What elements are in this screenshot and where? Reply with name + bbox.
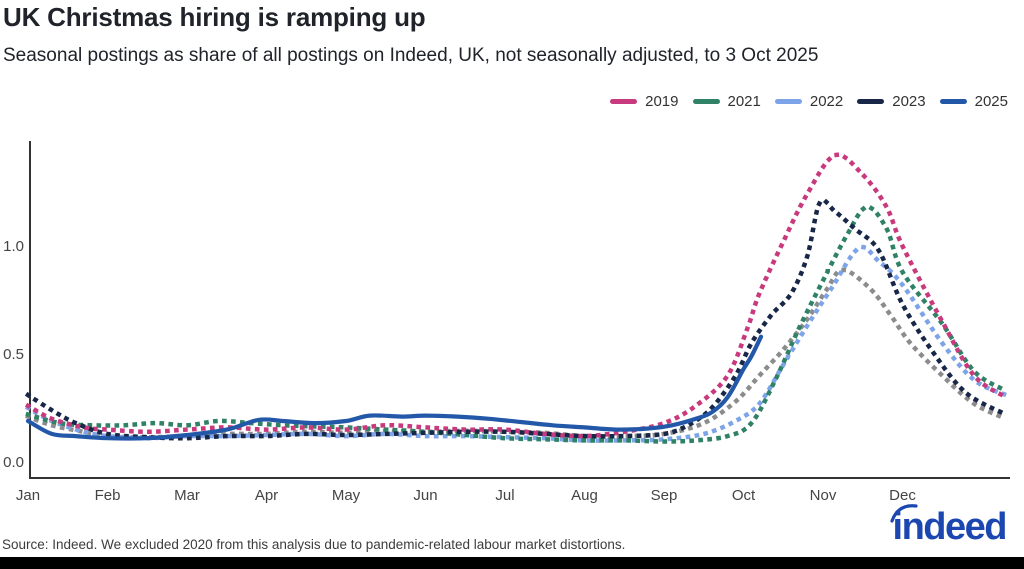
indeed-logo-text: indeed: [892, 506, 1008, 548]
series-line-2023: [24, 198, 1009, 441]
legend-swatch-2023: [857, 99, 885, 104]
y-tick-0.5: 0.5: [3, 346, 24, 363]
source-note: Source: Indeed. We excluded 2020 from th…: [2, 537, 626, 552]
x-tick-Apr: Apr: [255, 487, 278, 504]
indeed-logo-swoosh-icon: [889, 504, 918, 523]
legend-swatch-2021: [692, 99, 720, 104]
legend-swatch-2025: [939, 99, 967, 104]
y-tick-1.0: 1.0: [3, 238, 24, 255]
indeed-logo: indeed: [889, 504, 1008, 548]
legend-item-2025: 2025: [939, 93, 1008, 110]
x-tick-Aug: Aug: [571, 487, 598, 504]
x-tick-Sep: Sep: [651, 487, 678, 504]
x-tick-Mar: Mar: [174, 487, 200, 504]
legend-label: 2019: [645, 93, 679, 110]
y-axis-labels: 0.0 0.5 1.0: [3, 238, 24, 471]
x-tick-Oct: Oct: [732, 487, 756, 504]
bottom-black-bar: [0, 557, 1024, 569]
y-tick-0.0: 0.0: [3, 454, 24, 471]
legend-item-2021: 2021: [692, 93, 761, 110]
legend-item-2022: 2022: [774, 93, 844, 110]
series-lines: [24, 152, 1010, 444]
chart-legend: 2019 2021 2022 2023 2025: [610, 93, 1008, 110]
series-line-unlabeled: [25, 267, 1009, 440]
legend-swatch-2022: [774, 99, 802, 104]
chart-plot-area: 0.0 0.5 1.0 Jan Feb Mar Apr May Jun Jul Aug Sep Oct…: [3, 141, 1010, 504]
series-line-2019: [24, 152, 1010, 439]
x-tick-Feb: Feb: [95, 487, 121, 504]
legend-label: 2025: [974, 93, 1008, 110]
x-tick-Jun: Jun: [413, 487, 437, 504]
legend-label: 2021: [727, 93, 761, 110]
legend-label: 2022: [809, 93, 844, 110]
page-title: UK Christmas hiring is ramping up: [3, 2, 426, 32]
legend-item-2019: 2019: [610, 93, 679, 110]
x-tick-Nov: Nov: [810, 487, 837, 504]
x-tick-Jan: Jan: [16, 487, 40, 504]
x-tick-May: May: [332, 487, 361, 504]
legend-swatch-2019: [610, 99, 638, 104]
x-tick-Jul: Jul: [495, 487, 514, 504]
x-axis-labels: Jan Feb Mar Apr May Jun Jul Aug Sep Oct Nov Dec: [16, 487, 916, 504]
legend-label: 2023: [892, 93, 926, 110]
legend-item-2023: 2023: [857, 93, 926, 110]
series-line-2021: [25, 204, 1009, 444]
chart-subtitle: Seasonal postings as share of all postin…: [3, 45, 819, 66]
series-line-2025: [25, 334, 764, 441]
x-tick-Dec: Dec: [889, 487, 916, 504]
